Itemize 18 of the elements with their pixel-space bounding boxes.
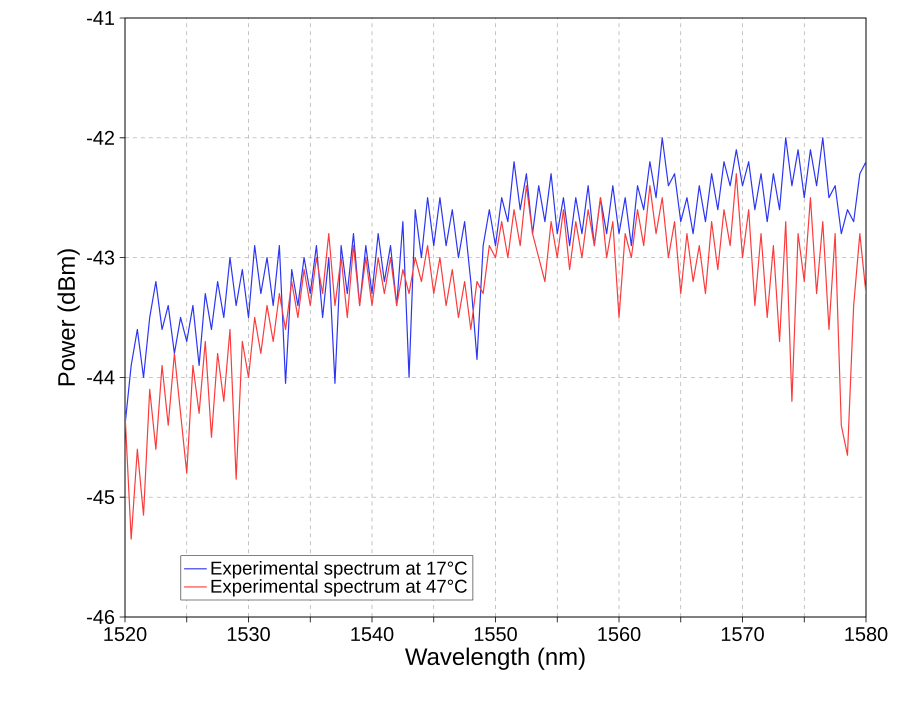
- x-axis-title: Wavelength (nm): [405, 648, 585, 670]
- x-tick-label: 1520: [104, 627, 146, 642]
- x-tick-label: 1530: [228, 627, 270, 642]
- y-axis-title: Power (dBm): [57, 249, 80, 386]
- x-tick-label: 1550: [474, 627, 517, 642]
- y-tick-label: -41: [87, 11, 114, 25]
- legend-label: Experimental spectrum at 47°C: [212, 579, 467, 597]
- y-tick-label: -42: [87, 130, 114, 145]
- line-series: [125, 173, 866, 540]
- y-tick-label: -43: [87, 250, 114, 265]
- x-tick-label: 1580: [845, 627, 888, 642]
- y-tick-label: -45: [87, 490, 114, 504]
- x-tick-label: 1540: [351, 627, 394, 642]
- x-tick-label: 1560: [598, 627, 640, 642]
- y-tick-label: -46: [87, 610, 114, 624]
- legend-label: Experimental spectrum at 17°C: [212, 561, 467, 578]
- y-tick-label: -44: [87, 370, 114, 384]
- x-tick-label: 1570: [722, 627, 764, 642]
